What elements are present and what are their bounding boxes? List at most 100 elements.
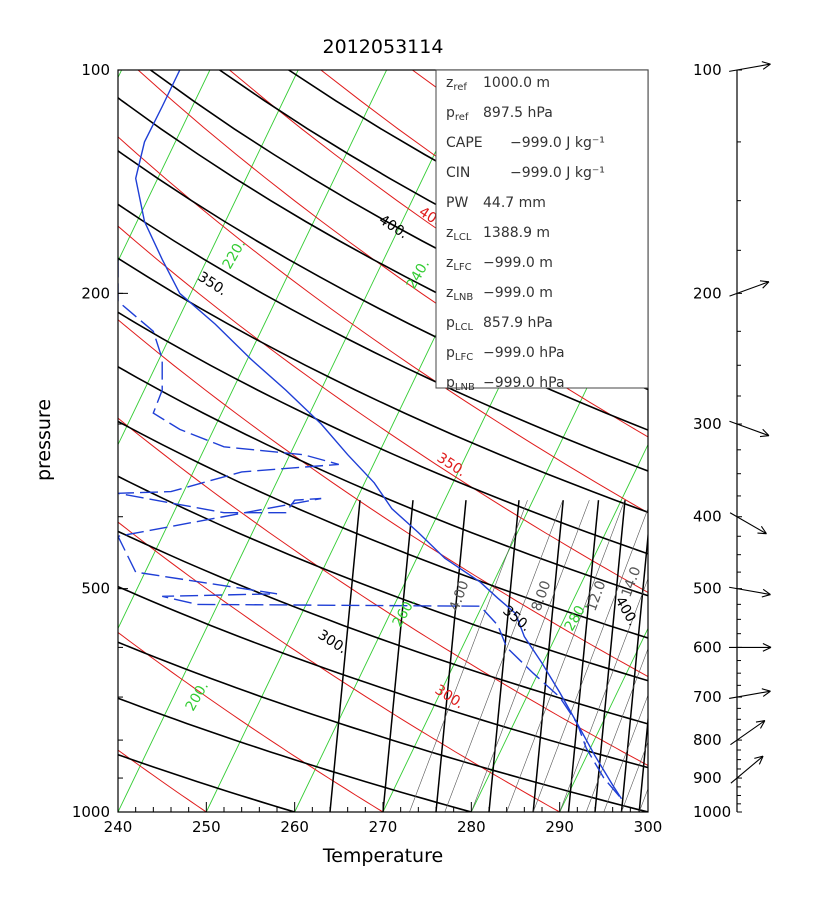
moist-adiabat-line: [567, 500, 600, 812]
wind-barb-head: [761, 61, 771, 65]
wind-barb-shaft: [729, 586, 771, 596]
dry-adiabat-line: [118, 521, 560, 812]
isotherm-label: 220.: [220, 237, 249, 272]
info-row: PW: [446, 195, 468, 211]
info-row-value: −999.0 m: [483, 285, 553, 301]
wind-barb-head: [758, 755, 764, 765]
info-row-value: 1388.9 m: [483, 225, 550, 241]
info-row: pLNB: [446, 375, 475, 393]
moist-adiabat-line: [382, 500, 414, 812]
info-row-value: 44.7 mm: [483, 195, 546, 211]
wind-barb-head: [762, 690, 771, 697]
wind-barb-head: [759, 435, 770, 438]
isotherm-line: [382, 260, 648, 812]
info-row-value: −999.0 J kg⁻¹: [510, 135, 605, 151]
isotherm-line: [559, 627, 648, 812]
isotherm-label: 260.: [390, 595, 419, 630]
mixing-ratio-line: [471, 500, 590, 812]
wind-barb-head: [762, 642, 772, 648]
mixing-ratio-label: 4.00: [447, 579, 473, 614]
info-row-value: −999.0 hPa: [483, 345, 565, 361]
wind-barb-head: [760, 525, 767, 535]
isotherm-line: [118, 70, 123, 79]
wind-barb-head: [755, 720, 765, 723]
isotherm-line: [0, 70, 33, 812]
mixing-ratio-label: 12.0: [584, 579, 610, 614]
mixing-ratio-line: [559, 577, 648, 812]
wind-barb-head: [762, 646, 772, 652]
moist-adiabat-label: 400.: [612, 594, 641, 629]
isotherm-line: [118, 70, 388, 630]
y-tick-label: 100: [81, 61, 110, 79]
sounding-profiles: [118, 70, 623, 800]
x-axis-title: Temperature: [322, 845, 443, 867]
wind-level-label: 600: [693, 638, 722, 656]
x-tick-label: 300: [634, 818, 663, 836]
moist-adiabat-line: [118, 697, 472, 812]
wind-level-label: 100: [693, 61, 722, 79]
wind-barb-head: [762, 63, 771, 70]
y-tick-label: 1000: [72, 803, 110, 821]
moist-adiabat-line: [532, 500, 564, 812]
moist-adiabat-line: [118, 203, 648, 472]
chart-title: 2012053114: [323, 36, 444, 58]
wind-barb: [730, 755, 764, 784]
dry-adiabat-line: [118, 225, 648, 594]
wind-barb: [729, 512, 767, 535]
wind-level-label: 400: [693, 508, 722, 526]
dewpoint-profile: [118, 259, 623, 800]
background-contours: [0, 70, 648, 812]
wind-barb-head: [759, 720, 766, 729]
info-row-value: 857.9 hPa: [483, 315, 553, 331]
wind-level-label: 1000: [693, 803, 731, 821]
wind-barb-shaft: [729, 63, 771, 72]
wind-barb-head: [761, 594, 771, 598]
x-tick-label: 270: [369, 818, 398, 836]
x-tick-label: 280: [457, 818, 486, 836]
moist-adiabat-label: 400.: [376, 212, 411, 242]
info-row-value: −999.0 hPa: [483, 375, 565, 391]
info-box-frame: [435, 69, 649, 389]
info-row-value: 1000.0 m: [483, 75, 550, 91]
mixing-ratio-line: [585, 647, 648, 812]
info-row: pref: [446, 105, 469, 123]
moist-adiabat-line: [594, 500, 626, 812]
wind-barb-head: [757, 532, 767, 535]
moist-adiabat-line: [118, 585, 648, 769]
wind-level-label: 200: [693, 284, 722, 302]
wind-barb: [729, 688, 771, 699]
info-row: pLFC: [446, 345, 473, 363]
isotherm-label: 240.: [404, 257, 433, 292]
isotherm-line: [118, 70, 299, 446]
info-row: CIN: [446, 165, 470, 181]
info-row: pLCL: [446, 315, 473, 333]
dry-adiabat-line: [118, 136, 648, 514]
x-tick-label: 250: [192, 818, 221, 836]
info-row: zref: [446, 75, 467, 93]
y-tick-label: 200: [81, 284, 110, 302]
info-row: zLNB: [446, 285, 473, 303]
x-tick-label: 290: [545, 818, 574, 836]
info-row-value: −999.0 m: [483, 255, 553, 271]
wind-barb-shaft: [729, 690, 771, 699]
wind-barb: [729, 420, 770, 438]
wind-barb: [729, 586, 771, 598]
moist-adiabat-line: [118, 530, 648, 725]
temperature-profile: [134, 70, 623, 800]
x-tick-label: 240: [104, 818, 133, 836]
wind-barb: [729, 61, 771, 72]
wind-barb: [729, 642, 772, 652]
wind-barb-head: [762, 588, 771, 595]
y-axis-title: pressure: [33, 399, 55, 481]
wind-barb-head: [762, 281, 770, 289]
wind-barb-shaft: [729, 281, 770, 297]
moist-adiabat-line: [118, 753, 295, 812]
mixing-ratio-label: 14.0: [619, 565, 645, 600]
moist-adiabat-line: [118, 257, 648, 514]
wind-barb-shaft: [729, 512, 767, 535]
mixing-ratio-line: [532, 507, 648, 812]
moist-adiabat-line: [118, 311, 648, 555]
mixing-ratio-line: [506, 500, 625, 812]
